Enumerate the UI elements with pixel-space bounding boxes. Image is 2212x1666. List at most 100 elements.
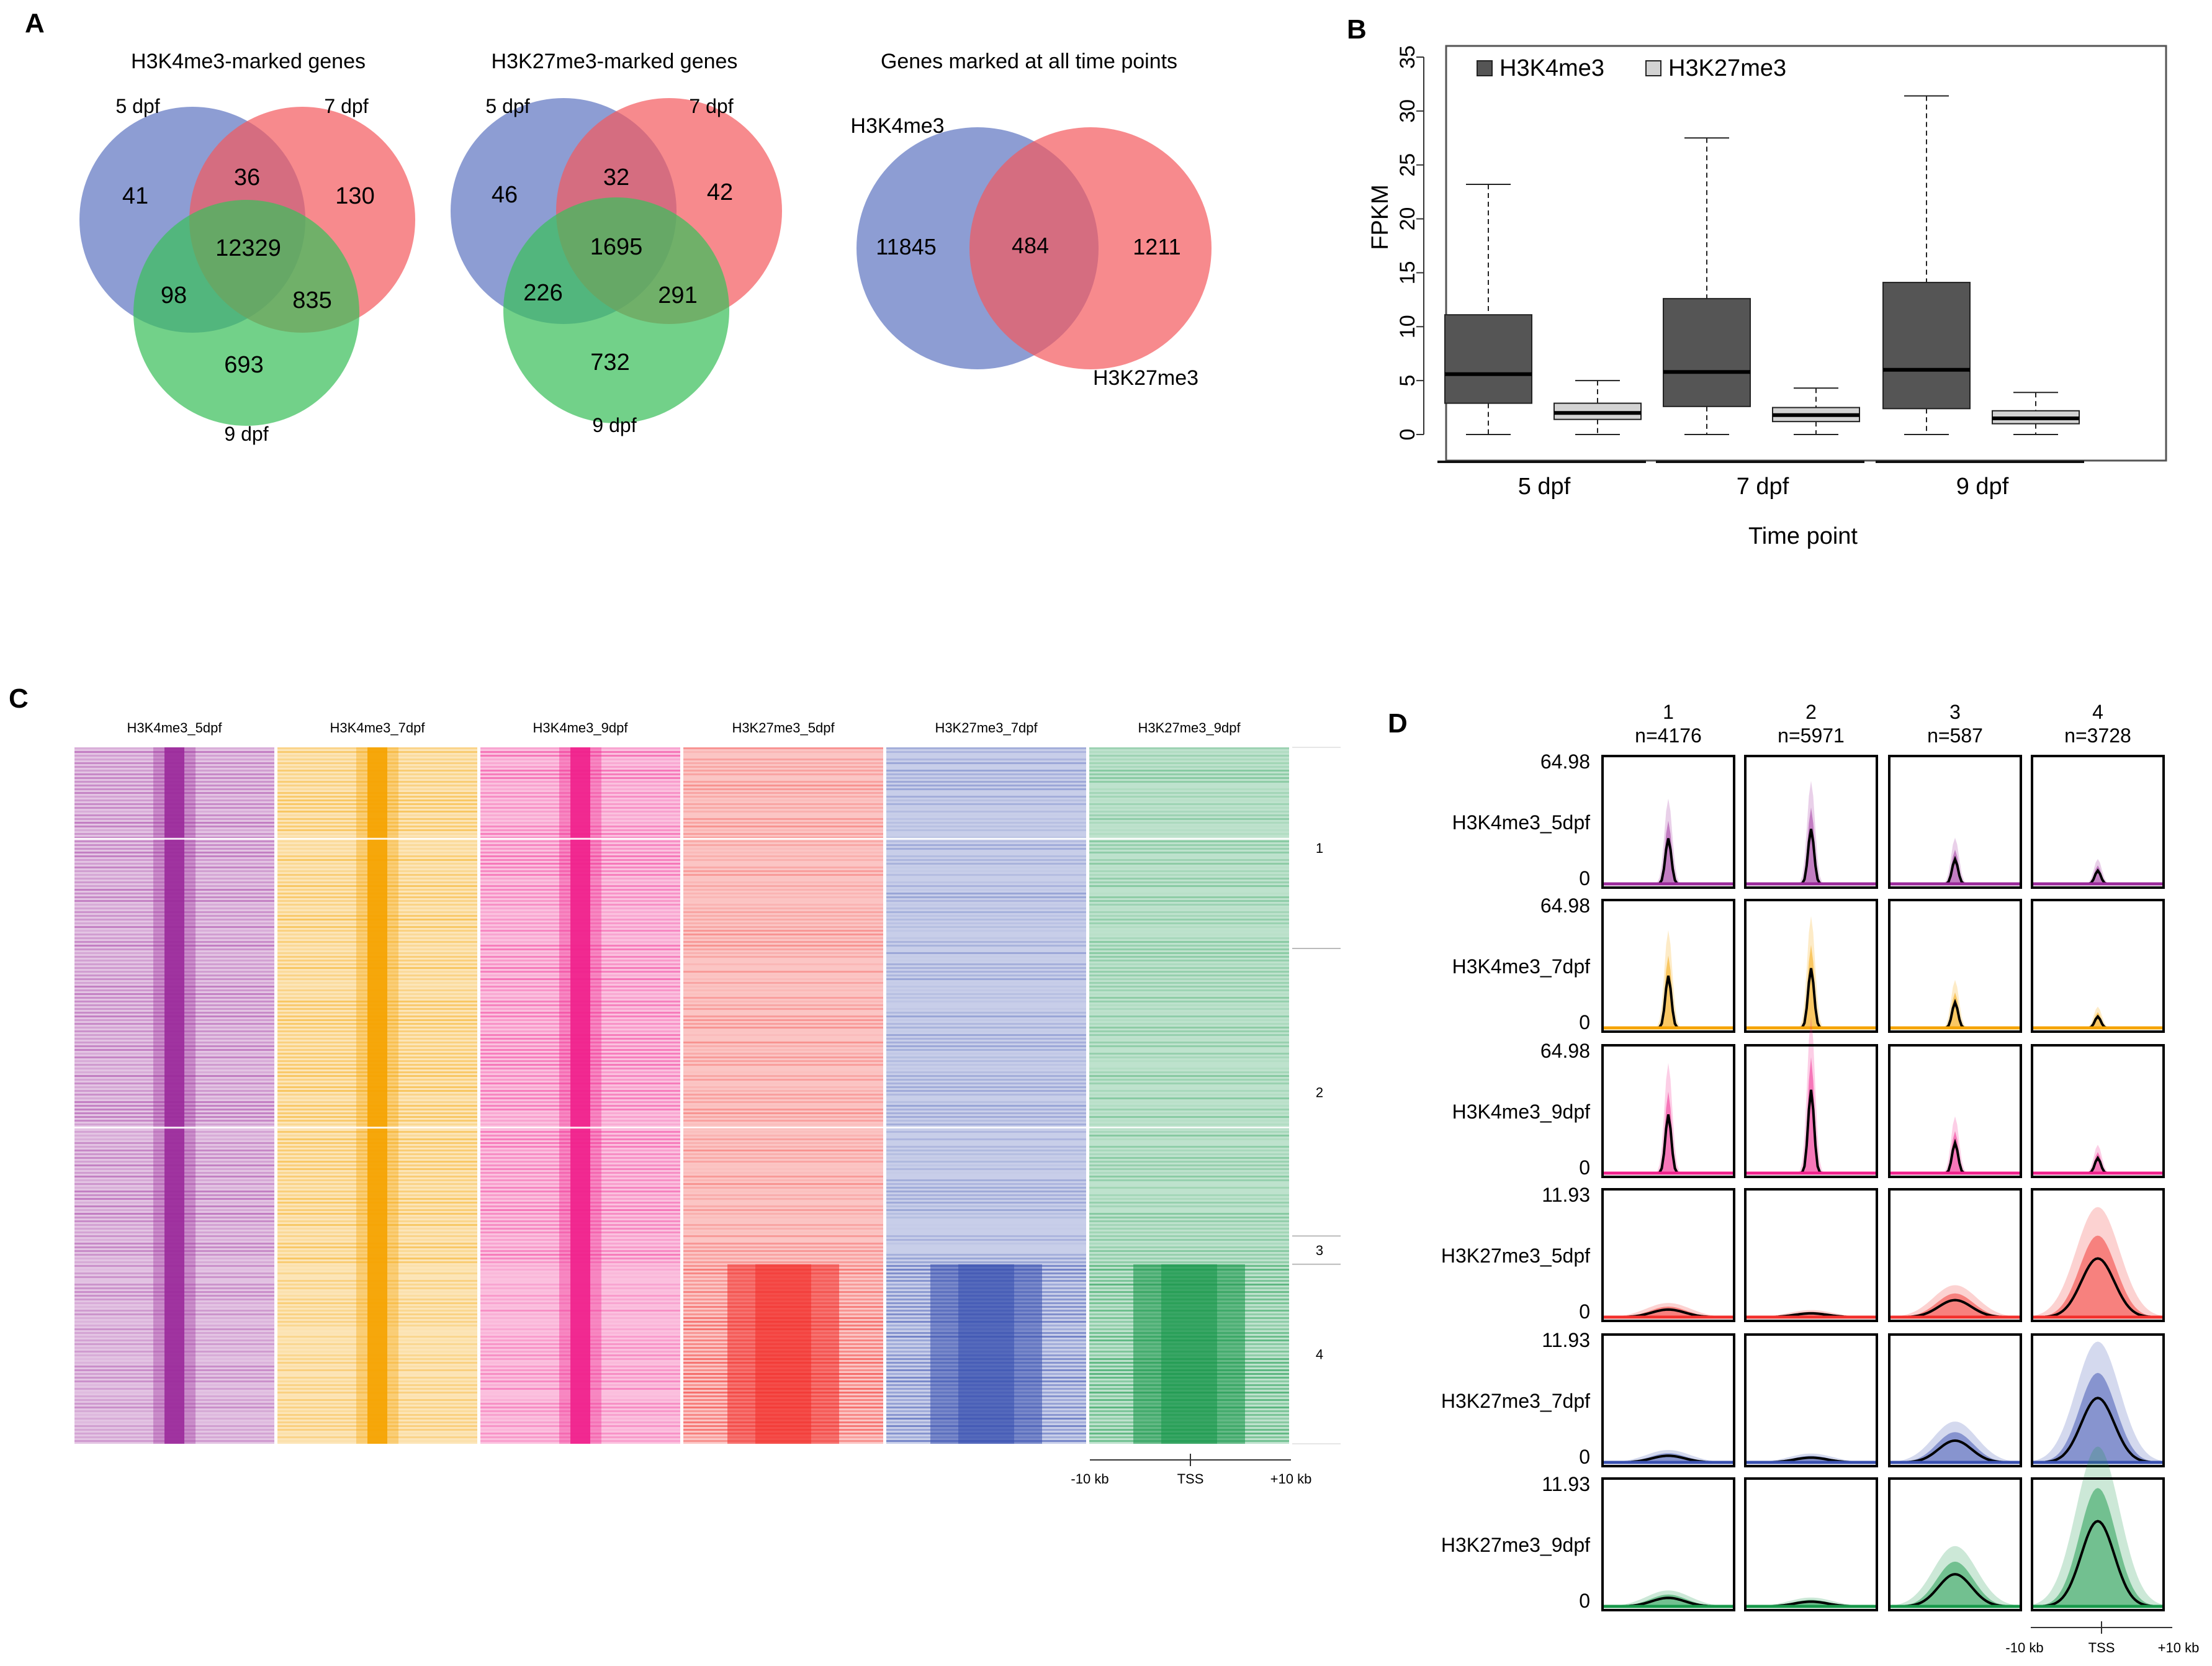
heatmap-row (683, 1220, 883, 1222)
venn-label-9dpf: 9 dpf (224, 423, 268, 445)
heatmap-row (886, 967, 1086, 969)
profile-h3k4me3_5dpf-1 (1601, 755, 1735, 889)
heatmap-row (1089, 989, 1289, 991)
heatmap-row (1089, 982, 1289, 984)
heatmap-row (1089, 1045, 1289, 1047)
row-separator (480, 837, 680, 840)
profile-frame (1888, 755, 2022, 889)
heatmap-row (886, 1164, 1086, 1166)
heatmap-row (683, 755, 883, 757)
heatmap-row (1089, 1224, 1289, 1226)
heatmap-row (886, 904, 1086, 906)
heatmap-row (1089, 1101, 1289, 1103)
heatmap-row (1089, 807, 1289, 809)
venn-title: Genes marked at all time points (881, 50, 1177, 73)
row-ymin: 0 (1579, 1011, 1590, 1033)
profile-h3k4me3_5dpf-4 (2031, 755, 2165, 889)
heatmap-row (683, 1209, 883, 1211)
profile-h3k27me3_9dpf-4 (2031, 1446, 2165, 1611)
heatmap-row (886, 829, 1086, 831)
heatmap-row (886, 1254, 1086, 1256)
box-iqr (1882, 282, 1971, 410)
heatmap-title: H3K27me3_5dpf (732, 720, 835, 736)
heatmap-row (886, 930, 1086, 932)
heatmap-row (683, 978, 883, 980)
heatmap-row (1089, 1209, 1289, 1211)
heatmap-row (1089, 960, 1289, 961)
profile-frame (1744, 1333, 1878, 1467)
profile-band-inner (2032, 1488, 2164, 1606)
heatmap-row (1089, 1079, 1289, 1081)
venn-value: 41 (122, 183, 148, 209)
heatmap-row (1089, 1161, 1289, 1163)
tss-signal (570, 747, 590, 1444)
row-label: H3K27me3_9dpf (1441, 1534, 1590, 1556)
heatmap-row (886, 777, 1086, 779)
profile-frame (1601, 1044, 1735, 1178)
heatmap-row (683, 967, 883, 969)
category-axis: 5 dpf 7 dpf 9 dpf (1437, 461, 2084, 500)
heatmap-row (683, 1168, 883, 1170)
heatmap-row (683, 1138, 883, 1140)
heatmap-row (886, 1176, 1086, 1177)
heatmap-row (1089, 971, 1289, 973)
venn-value: 46 (492, 182, 518, 208)
heatmap-row (886, 1071, 1086, 1073)
heatmap-row (886, 1224, 1086, 1226)
profile-band-inner (2032, 1152, 2164, 1173)
heatmap-row (1089, 986, 1289, 988)
profile-h3k27me3_5dpf-3 (1888, 1188, 2022, 1322)
heatmap-row (683, 1205, 883, 1207)
heatmap-row (1089, 1220, 1289, 1222)
row-ymin: 0 (1579, 1590, 1590, 1612)
venn-h3k4me3: H3K4me3-marked genes 5 dpf 7 dpf 9 dpf 4… (79, 50, 415, 445)
venn-title: H3K27me3-marked genes (492, 50, 738, 73)
heatmap-row (1089, 1202, 1289, 1204)
heatmap-row (683, 896, 883, 898)
profile-frame (2031, 899, 2165, 1033)
heatmap-row (886, 1056, 1086, 1058)
heatmap-row (683, 878, 883, 880)
venn-value: 98 (161, 282, 187, 308)
heatmap-row (1089, 1142, 1289, 1144)
column-n: n=5971 (1778, 724, 1845, 747)
heatmap-row (886, 1138, 1086, 1140)
venn-title: H3K4me3-marked genes (131, 50, 366, 73)
heatmap-row (683, 1176, 883, 1177)
heatmap-row (683, 822, 883, 824)
legend-swatch-h3k27me3 (1645, 60, 1661, 76)
heatmap-row (1089, 1213, 1289, 1215)
y-tick-label: 5 (1396, 375, 1419, 387)
heatmap-row (1089, 1157, 1289, 1159)
heatmap-row (886, 770, 1086, 772)
heatmap-row (1089, 904, 1289, 906)
row-separator (886, 837, 1086, 840)
heatmap-row (1089, 751, 1289, 753)
plot-frame (1445, 45, 2167, 462)
heatmap-row (1089, 878, 1289, 880)
heatmap-row (683, 937, 883, 939)
venn-label-h3k27me3: H3K27me3 (1093, 366, 1198, 390)
heatmap-row (683, 1116, 883, 1118)
heatmap-row (1089, 967, 1289, 969)
heatmap-row (683, 1250, 883, 1252)
box-h3k4me3-2 (1882, 95, 1971, 435)
heatmap-row (683, 1001, 883, 1002)
heatmap-row (683, 1049, 883, 1051)
heatmap-row (1089, 1254, 1289, 1256)
heatmap-row (886, 1083, 1086, 1084)
heatmap-row (683, 1105, 883, 1107)
heatmap-row (1089, 1038, 1289, 1040)
heatmap-row (886, 759, 1086, 760)
heatmap-row (683, 1179, 883, 1181)
profile-mean-line (2031, 1520, 2164, 1608)
heatmap-row (683, 1172, 883, 1174)
heatmap-row (1089, 1068, 1289, 1069)
panel-label-d: D (1388, 708, 1408, 739)
venn-value: 32 (603, 164, 629, 191)
venn-value: 732 (590, 349, 629, 376)
heatmap-row (683, 1254, 883, 1256)
heatmap-row (683, 997, 883, 999)
heatmap-row (886, 826, 1086, 827)
heatmap-row (683, 759, 883, 760)
